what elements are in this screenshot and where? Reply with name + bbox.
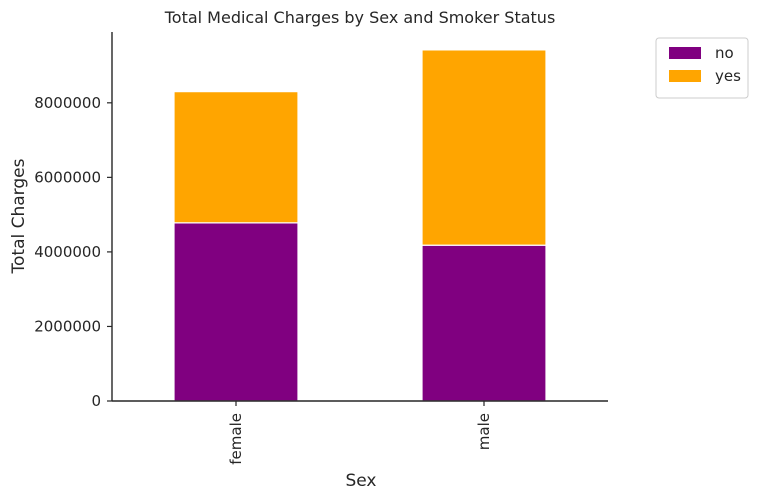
chart-title: Total Medical Charges by Sex and Smoker … <box>164 8 556 27</box>
legend: no yes <box>655 37 749 99</box>
y-tick-label: 4000000 <box>34 243 101 261</box>
plot-area: 0 2000000 4000000 6000000 8000000 female male <box>34 49 547 465</box>
y-tick-label: 2000000 <box>34 317 101 335</box>
y-axis-label: Total Charges <box>9 158 29 274</box>
bar-male-no <box>421 244 547 402</box>
y-tick-label: 6000000 <box>34 168 101 186</box>
x-tick-label: male <box>475 413 493 450</box>
bar-male-yes <box>421 49 547 246</box>
y-tick-label: 0 <box>91 392 101 410</box>
bar-female-no <box>173 222 299 402</box>
x-axis-label: Sex <box>345 471 376 491</box>
bar-female-yes <box>173 91 299 224</box>
x-tick-label: female <box>227 413 245 465</box>
legend-label-no: no <box>715 44 734 62</box>
legend-swatch-yes <box>669 70 701 82</box>
legend-swatch-no <box>669 47 701 59</box>
legend-label-yes: yes <box>715 67 741 85</box>
y-tick-label: 8000000 <box>34 94 101 112</box>
